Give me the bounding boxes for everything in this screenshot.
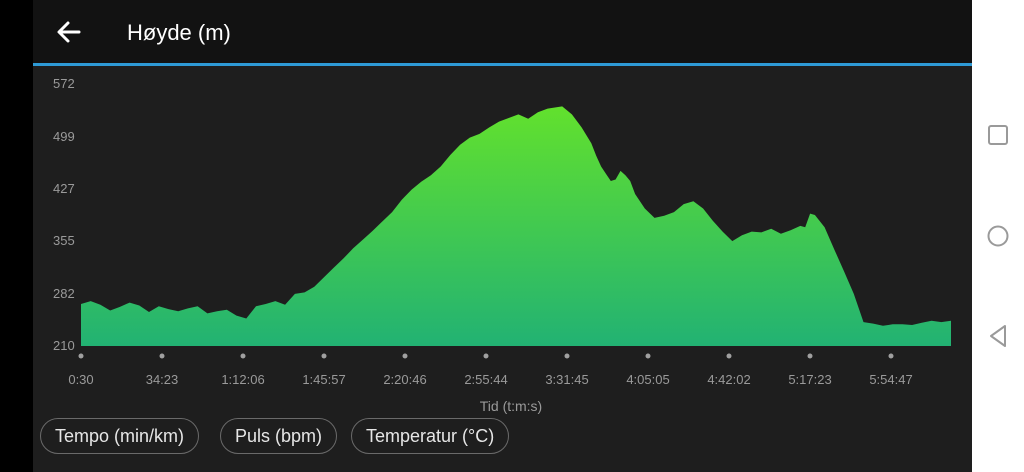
y-axis-ticks: 572 499 427 355 282 210 [53, 76, 75, 353]
x-tick-label: 1:45:57 [302, 372, 345, 387]
x-tick-dot [726, 353, 732, 359]
x-tick-label: 0:30 [68, 372, 93, 387]
x-tick-label: 5:54:47 [869, 372, 912, 387]
x-tick-label: 2:20:46 [383, 372, 426, 387]
left-screen-edge [0, 0, 33, 472]
x-tick-dot [240, 353, 246, 359]
elevation-chart[interactable]: 572 499 427 355 282 210 0:30 34:23 1:12:06 1:45:… [33, 66, 972, 418]
x-tick-label: 2:55:44 [464, 372, 507, 387]
recents-square-icon[interactable] [986, 123, 1010, 147]
x-axis-dots [78, 353, 894, 359]
y-tick-label: 499 [53, 129, 75, 144]
y-tick-label: 572 [53, 76, 75, 91]
x-tick-label: 4:42:02 [707, 372, 750, 387]
system-navigation-bar [972, 0, 1024, 472]
x-tick-label: 5:17:23 [788, 372, 831, 387]
pulse-button[interactable]: Puls (bpm) [220, 418, 338, 454]
back-arrow-icon[interactable] [53, 16, 85, 48]
x-tick-dot [645, 353, 651, 359]
pace-button[interactable]: Tempo (min/km) [40, 418, 200, 454]
x-tick-dot [888, 353, 894, 359]
x-tick-label: 4:05:05 [626, 372, 669, 387]
temperature-button[interactable]: Temperatur (°C) [351, 418, 510, 454]
back-triangle-icon[interactable] [986, 324, 1010, 348]
y-tick-label: 210 [53, 338, 75, 353]
elevation-area [81, 106, 951, 347]
top-app-bar: Høyde (m) [33, 0, 972, 64]
page-title: Høyde (m) [127, 20, 231, 45]
x-tick-label: 3:31:45 [545, 372, 588, 387]
x-tick-dot [78, 353, 84, 359]
x-tick-dot [402, 353, 408, 359]
x-axis-ticks: 0:30 34:23 1:12:06 1:45:57 2:20:46 2:55:44 3:3… [68, 372, 912, 387]
header-accent-line [33, 63, 972, 66]
y-tick-label: 427 [53, 181, 75, 196]
x-tick-dot [159, 353, 165, 359]
x-tick-label: 1:12:06 [221, 372, 264, 387]
y-tick-label: 355 [53, 233, 75, 248]
x-tick-dot [807, 353, 813, 359]
x-axis-label: Tid (t:m:s) [480, 398, 542, 414]
home-circle-icon[interactable] [986, 224, 1010, 248]
x-tick-dot [483, 353, 489, 359]
app-screen: Høyde (m) 572 499 427 355 282 210 0:30 34:23 1:… [33, 0, 972, 472]
x-tick-dot [564, 353, 570, 359]
y-tick-label: 282 [53, 286, 75, 301]
x-tick-label: 34:23 [146, 372, 179, 387]
x-tick-dot [321, 353, 327, 359]
